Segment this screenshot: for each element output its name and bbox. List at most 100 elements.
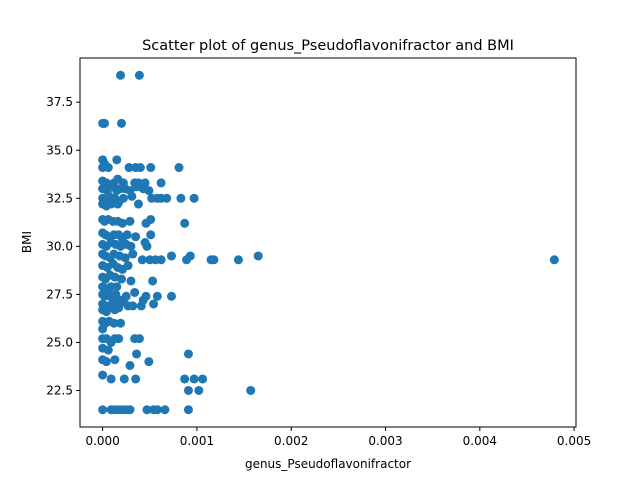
y-tick-label: 22.5 (46, 383, 73, 397)
scatter-point-182 (152, 405, 162, 415)
scatter-point-179 (125, 405, 135, 415)
scatter-point-88 (137, 255, 147, 265)
chart-title: Scatter plot of genus_Pseudoflavonifract… (142, 38, 514, 54)
scatter-point-8 (112, 155, 122, 165)
y-axis-ticks: 22.5 25.0 27.5 30.0 32.5 35.0 37.5 (46, 95, 80, 397)
scatter-point-92 (166, 251, 176, 261)
scatter-point-137 (149, 299, 159, 309)
x-tick-label: 0.002 (274, 434, 308, 448)
x-tick-label: 0.003 (368, 434, 402, 448)
scatter-point-94 (185, 251, 195, 261)
scatter-point-151 (114, 334, 124, 344)
scatter-point-96 (209, 255, 219, 265)
y-tick-label: 32.5 (46, 191, 73, 205)
scatter-point-136 (136, 301, 146, 311)
x-tick-label: 0.005 (557, 434, 591, 448)
scatter-point-62 (180, 218, 190, 228)
scatter-point-40 (118, 193, 128, 203)
scatter-point-161 (183, 349, 193, 359)
scatter-point-71 (146, 230, 156, 240)
scatter-point-111 (126, 276, 136, 286)
scatter-point-166 (131, 374, 141, 384)
scatter-point-98 (253, 251, 263, 261)
scatter-point-116 (112, 282, 122, 292)
y-tick-label: 30.0 (46, 239, 73, 253)
y-axis-label: BMI (20, 231, 34, 253)
scatter-point-145 (116, 318, 126, 328)
scatter-point-164 (119, 374, 129, 384)
scatter-point-128 (166, 291, 176, 301)
scatter-point-5 (116, 118, 126, 128)
scatter-point-165 (125, 361, 135, 370)
scatter-point-87 (128, 249, 138, 259)
scatter-point-11 (124, 163, 134, 173)
scatter-point-127 (152, 291, 162, 301)
x-axis-ticks: 0.000 0.001 0.002 0.003 0.004 0.005 (85, 427, 591, 448)
scatter-point-34 (144, 186, 154, 196)
y-tick-label: 27.5 (46, 287, 73, 301)
scatter-point-97 (233, 255, 243, 265)
scatter-point-47 (176, 193, 186, 203)
scatter-point-135 (128, 301, 138, 311)
x-tick-label: 0.001 (180, 434, 214, 448)
scatter-point-126 (141, 291, 151, 301)
scatter-point-58 (117, 218, 127, 228)
y-tick-label: 25.0 (46, 335, 73, 349)
scatter-point-61 (146, 214, 156, 224)
scatter-point-15 (174, 163, 184, 173)
scatter-point-91 (156, 255, 166, 265)
scatter-point-153 (134, 334, 144, 344)
x-tick-label: 0.004 (463, 434, 497, 448)
y-tick-label: 35.0 (46, 143, 73, 157)
x-tick-label: 0.000 (85, 434, 119, 448)
scatter-point-0 (116, 70, 126, 80)
scatter-point-163 (106, 374, 116, 384)
scatter-point-162 (98, 370, 108, 380)
y-tick-label: 37.5 (46, 95, 73, 109)
scatter-point-180 (142, 405, 152, 415)
scatter-point-80 (142, 241, 152, 251)
scatter-point-51 (106, 199, 116, 209)
scatter-point-69 (122, 230, 132, 240)
scatter-point-171 (194, 385, 204, 395)
scatter-point-144 (109, 318, 119, 328)
scatter-point-168 (189, 374, 199, 384)
points-layer (98, 70, 559, 415)
scatter-point-184 (183, 405, 193, 415)
scatter-point-48 (189, 193, 199, 203)
scatter-point-169 (198, 374, 208, 384)
scatter-point-99 (549, 255, 559, 265)
x-axis-label: genus_Pseudoflavonifractor (245, 457, 411, 471)
scatter-point-14 (146, 163, 156, 173)
scatter-point-13 (135, 163, 145, 173)
scatter-point-105 (123, 261, 133, 271)
scatter-point-167 (180, 374, 190, 384)
scatter-point-4 (100, 118, 110, 128)
scatter-point-172 (246, 385, 256, 395)
scatter-point-146 (98, 324, 108, 334)
scatter-point-78 (126, 241, 136, 251)
scatter-point-41 (127, 191, 137, 201)
scatter-point-112 (148, 276, 158, 286)
scatter-point-70 (131, 232, 141, 242)
scatter-point-10 (103, 163, 113, 173)
scatter-point-157 (101, 357, 111, 367)
scatter-point-173 (98, 405, 108, 415)
scatter-point-1 (134, 70, 144, 80)
plot-frame (79, 57, 577, 428)
scatter-point-110 (116, 274, 126, 284)
scatter-point-52 (113, 199, 123, 209)
scatter-point-159 (132, 349, 142, 359)
scatter-point-124 (130, 287, 140, 297)
scatter-point-42 (133, 199, 143, 209)
scatter-point-86 (120, 253, 130, 263)
scatter-point-170 (183, 385, 193, 395)
scatter-point-24 (156, 178, 166, 188)
scatter-point-155 (103, 345, 113, 355)
scatter-point-59 (125, 216, 135, 226)
scatter-point-139 (101, 307, 111, 317)
scatter-point-160 (144, 357, 154, 367)
scatter-point-183 (160, 405, 170, 415)
